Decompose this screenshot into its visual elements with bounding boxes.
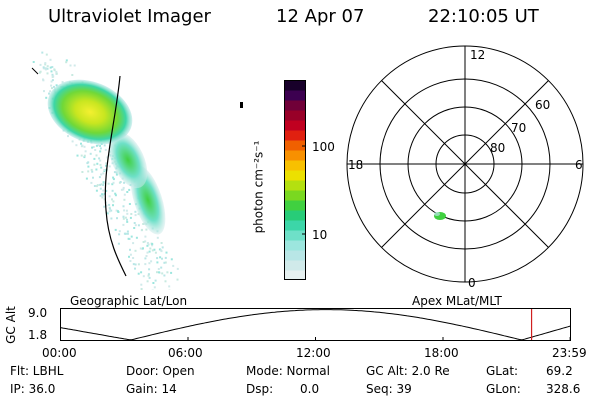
glon-value: 328.6 — [546, 382, 581, 396]
colorbar-cell — [284, 120, 306, 131]
colorbar-cell — [284, 160, 306, 171]
filter-info: Flt: LBHL — [10, 364, 64, 378]
colorbar-cell — [284, 210, 306, 221]
colorbar-cell — [284, 90, 306, 101]
colorbar-cell — [284, 130, 306, 141]
colorbar-cell — [284, 240, 306, 251]
lat-label-80: 80 — [490, 141, 506, 155]
door-info: Door: Open — [126, 364, 195, 378]
glon-label: GLon: — [486, 382, 521, 396]
lat-label-60: 60 — [535, 98, 551, 112]
colorbar-cell — [284, 140, 306, 151]
lat-label-70: 70 — [511, 121, 527, 135]
colorbar-cell — [284, 260, 306, 271]
colorbar-cell — [284, 180, 306, 191]
colorbar-cell — [284, 220, 306, 231]
time-label: 22:10:05 UT — [428, 6, 539, 27]
mlt-diag-2 — [381, 80, 549, 248]
colorbar-cell — [284, 230, 306, 241]
dsp-value: 0.0 — [300, 382, 320, 396]
colorbar-cell — [284, 250, 306, 261]
gc-alt-info: GC Alt: 2.0 Re — [366, 364, 450, 378]
seq-info: Seq: 39 — [366, 382, 412, 396]
colorbar — [284, 80, 306, 280]
gain-info: Gain: 14 — [126, 382, 177, 396]
colorbar-cell — [284, 190, 306, 201]
colorbar-tick-10: 10 — [312, 228, 328, 242]
colorbar-cell — [284, 170, 306, 181]
polar-plot — [346, 45, 584, 283]
mlt-label-12: 12 — [470, 48, 486, 62]
altitude-ylabel: GC Alt — [3, 306, 18, 344]
mode-info: Mode: Normal — [246, 364, 330, 378]
xtick-0000: 00:00 — [42, 346, 77, 360]
date-label: 12 Apr 07 — [276, 6, 365, 27]
colorbar-cell — [284, 80, 306, 91]
geographic-image — [31, 51, 179, 290]
altitude-ytick-low: 1.8 — [28, 328, 48, 342]
mlt-label-6: 6 — [575, 158, 583, 172]
colorbar-label: photon cm⁻²s⁻¹ — [251, 140, 266, 234]
ip-info: IP: 36.0 — [10, 382, 56, 396]
mlt-label-0: 0 — [468, 276, 476, 290]
dsp-label: Dsp: — [246, 382, 274, 396]
colorbar-cell — [284, 200, 306, 211]
xtick-0600: 06:00 — [168, 346, 203, 360]
xtick-1800: 18:00 — [424, 346, 459, 360]
colorbar-tick-100: 100 — [312, 140, 335, 154]
altitude-ytick-high: 9.0 — [28, 306, 48, 320]
altitude-plot — [60, 308, 571, 341]
glat-value: 69.2 — [546, 364, 573, 378]
colorbar-cell — [284, 270, 306, 280]
colorbar-cell — [284, 100, 306, 111]
geographic-label: Geographic Lat/Lon — [70, 294, 188, 308]
xtick-1200: 12:00 — [296, 346, 331, 360]
mlt-label-18: 18 — [348, 158, 364, 172]
tick-mark — [240, 102, 243, 108]
colorbar-cell — [284, 110, 306, 121]
xtick-2359: 23:59 — [552, 346, 587, 360]
colorbar-cell — [284, 150, 306, 161]
apex-label: Apex MLat/MLT — [412, 294, 502, 308]
instrument-title: Ultraviolet Imager — [48, 6, 211, 27]
glat-label: GLat: — [486, 364, 519, 378]
